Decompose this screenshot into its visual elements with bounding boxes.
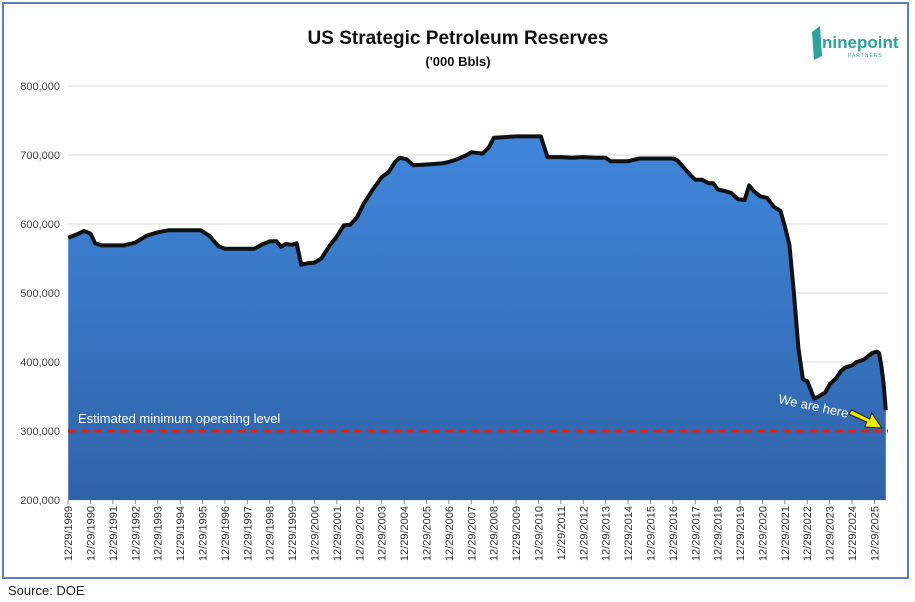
x-tick-label: 12/29/2025: [869, 506, 881, 561]
x-tick-label: 12/29/2016: [668, 506, 680, 561]
x-tick-label: 12/29/1994: [175, 506, 187, 561]
chart-subtitle: ('000 Bbls): [425, 54, 490, 69]
x-tick-label: 12/29/2017: [690, 506, 702, 561]
x-axis: 12/29/1989 12/29/1990 12/29/1991 12/29/1992…: [63, 500, 881, 561]
y-axis: 200,000 300,000 400,000 500,000 600,000 700,0…: [20, 81, 60, 507]
x-tick-label: 12/29/1992: [130, 506, 142, 561]
x-tick-label: 12/29/1991: [108, 506, 120, 561]
x-tick-label: 12/29/2003: [377, 506, 389, 561]
logo-text: ninepoint: [822, 33, 899, 52]
x-tick-label: 12/29/1996: [220, 506, 232, 561]
x-tick-label: 12/29/2000: [309, 506, 321, 561]
y-tick-label: 500,000: [20, 288, 60, 300]
x-tick-label: 12/29/2024: [847, 506, 859, 561]
logo-mark-icon: [812, 26, 822, 60]
x-tick-label: 12/29/2022: [802, 506, 814, 561]
annotation-arrow-icon: [847, 409, 883, 429]
x-tick-label: 12/29/1990: [85, 506, 97, 561]
x-tick-label: 12/29/2006: [444, 506, 456, 561]
x-tick-label: 12/29/2012: [578, 506, 590, 561]
logo: ninepoint PARTNERS: [812, 26, 899, 60]
area-fill: [68, 136, 886, 500]
x-tick-label: 12/29/2004: [399, 506, 411, 561]
x-tick-label: 12/29/2019: [735, 506, 747, 561]
x-tick-label: 12/29/1997: [242, 506, 254, 561]
x-tick-label: 12/29/1999: [287, 506, 299, 561]
x-tick-label: 12/29/2001: [332, 506, 344, 561]
y-tick-label: 400,000: [20, 357, 60, 369]
x-tick-label: 12/29/1989: [63, 506, 75, 561]
x-tick-label: 12/29/2009: [511, 506, 523, 561]
x-tick-label: 12/29/1995: [197, 506, 209, 561]
x-tick-label: 12/29/1998: [265, 506, 277, 561]
x-tick-label: 12/29/2010: [533, 506, 545, 561]
x-tick-label: 12/29/2018: [713, 506, 725, 561]
reference-line-label: Estimated minimum operating level: [78, 411, 280, 426]
x-tick-label: 12/29/2002: [354, 506, 366, 561]
x-tick-label: 12/29/2007: [466, 506, 478, 561]
y-tick-label: 600,000: [20, 219, 60, 231]
y-tick-label: 300,000: [20, 426, 60, 438]
x-tick-label: 12/29/2008: [489, 506, 501, 561]
chart-frame: Estimated minimum operating level We are…: [2, 2, 909, 579]
x-tick-label: 12/29/2011: [556, 506, 568, 560]
x-tick-label: 12/29/2013: [601, 506, 613, 561]
x-tick-label: 12/29/2023: [825, 506, 837, 561]
x-tick-label: 12/29/2015: [645, 506, 657, 561]
chart: Estimated minimum operating level We are…: [20, 26, 899, 561]
series-line: [67, 134, 888, 411]
chart-title: US Strategic Petroleum Reserves: [308, 28, 609, 49]
y-tick-label: 200,000: [20, 495, 60, 507]
source-note: Source: DOE: [8, 583, 85, 598]
x-tick-label: 12/29/2020: [757, 506, 769, 561]
y-tick-label: 800,000: [20, 81, 60, 93]
x-tick-label: 12/29/1993: [153, 506, 165, 561]
x-tick-label: 12/29/2021: [780, 506, 792, 561]
x-tick-label: 12/29/2014: [623, 506, 635, 561]
y-tick-label: 700,000: [20, 150, 60, 162]
logo-subtext: PARTNERS: [848, 53, 883, 59]
x-tick-label: 12/29/2005: [421, 506, 433, 561]
